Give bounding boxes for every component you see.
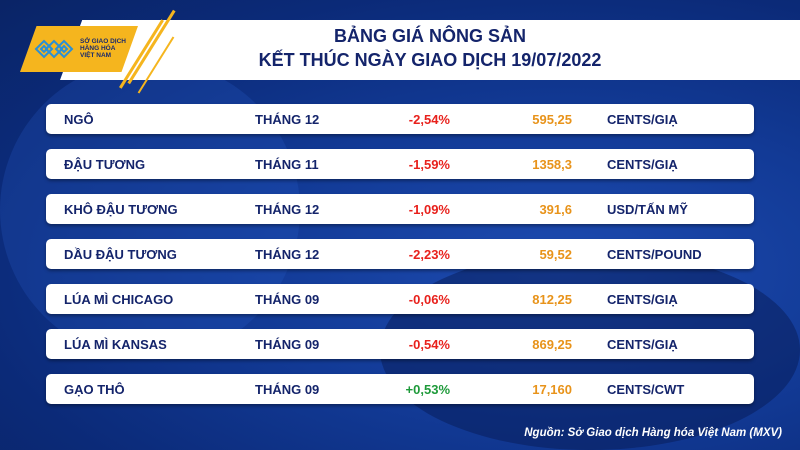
table-row: ĐẬU TƯƠNG THÁNG 11 -1,59% 1358,3 CENTS/G… xyxy=(46,149,754,179)
contract-month: THÁNG 09 xyxy=(255,337,320,352)
unit: CENTS/GIẠ xyxy=(607,112,678,127)
commodity-name: GẠO THÔ xyxy=(64,382,125,397)
price: 869,25 xyxy=(532,337,572,352)
unit: CENTS/CWT xyxy=(607,382,685,397)
unit: CENTS/POUND xyxy=(607,247,702,262)
contract-month: THÁNG 12 xyxy=(255,202,320,217)
logo-line: HÀNG HÓA xyxy=(80,45,116,52)
price: 595,25 xyxy=(532,112,572,127)
change-percent: -1,59% xyxy=(408,157,450,172)
contract-month: THÁNG 12 xyxy=(255,247,320,262)
commodity-name: DẦU ĐẬU TƯƠNG xyxy=(64,247,177,262)
commodity-name: LÚA MÌ KANSAS xyxy=(64,337,167,352)
page-subtitle: KẾT THÚC NGÀY GIAO DỊCH 19/07/2022 xyxy=(258,50,602,70)
header-banner xyxy=(60,20,800,80)
contract-month: THÁNG 12 xyxy=(255,112,320,127)
table-row: LÚA MÌ CHICAGO THÁNG 09 -0,06% 812,25 CE… xyxy=(46,284,754,314)
price: 812,25 xyxy=(532,292,572,307)
change-percent: -0,06% xyxy=(408,292,450,307)
commodity-name: ĐẬU TƯƠNG xyxy=(64,157,146,172)
price: 391,6 xyxy=(539,202,572,217)
table-row: LÚA MÌ KANSAS THÁNG 09 -0,54% 869,25 CEN… xyxy=(46,329,754,359)
logo-line: VIỆT NAM xyxy=(80,52,112,59)
commodity-name: KHÔ ĐẬU TƯƠNG xyxy=(64,202,178,217)
unit: CENTS/GIẠ xyxy=(607,337,678,352)
price: 1358,3 xyxy=(532,157,572,172)
price: 17,160 xyxy=(532,382,572,397)
page-title: BẢNG GIÁ NÔNG SẢN xyxy=(333,26,526,46)
commodity-name: NGÔ xyxy=(64,112,94,127)
commodity-name: LÚA MÌ CHICAGO xyxy=(64,292,174,307)
logo-mark-icon xyxy=(34,39,74,59)
change-percent: -0,54% xyxy=(408,337,450,352)
table-row: DẦU ĐẬU TƯƠNG THÁNG 12 -2,23% 59,52 CENT… xyxy=(46,239,754,269)
change-percent: -2,23% xyxy=(408,247,450,262)
unit: CENTS/GIẠ xyxy=(607,157,678,172)
change-percent: -1,09% xyxy=(408,202,450,217)
change-percent: +0,53% xyxy=(405,382,450,397)
logo-line: SỞ GIAO DỊCH xyxy=(80,38,126,45)
table-row: KHÔ ĐẬU TƯƠNG THÁNG 12 -1,09% 391,6 USD/… xyxy=(46,194,754,224)
contract-month: THÁNG 11 xyxy=(255,157,319,172)
table-row: NGÔ THÁNG 12 -2,54% 595,25 CENTS/GIẠ xyxy=(46,104,754,134)
unit: CENTS/GIẠ xyxy=(607,292,678,307)
change-percent: -2,54% xyxy=(408,112,450,127)
logo-text: SỞ GIAO DỊCH HÀNG HÓA VIỆT NAM xyxy=(80,38,126,59)
contract-month: THÁNG 09 xyxy=(255,382,320,397)
price: 59,52 xyxy=(539,247,572,262)
unit: USD/TẤN MỸ xyxy=(607,202,688,217)
contract-month: THÁNG 09 xyxy=(255,292,320,307)
source-note: Nguồn: Sở Giao dịch Hàng hóa Việt Nam (M… xyxy=(524,427,782,439)
table-row: GẠO THÔ THÁNG 09 +0,53% 17,160 CENTS/CWT xyxy=(46,374,754,404)
